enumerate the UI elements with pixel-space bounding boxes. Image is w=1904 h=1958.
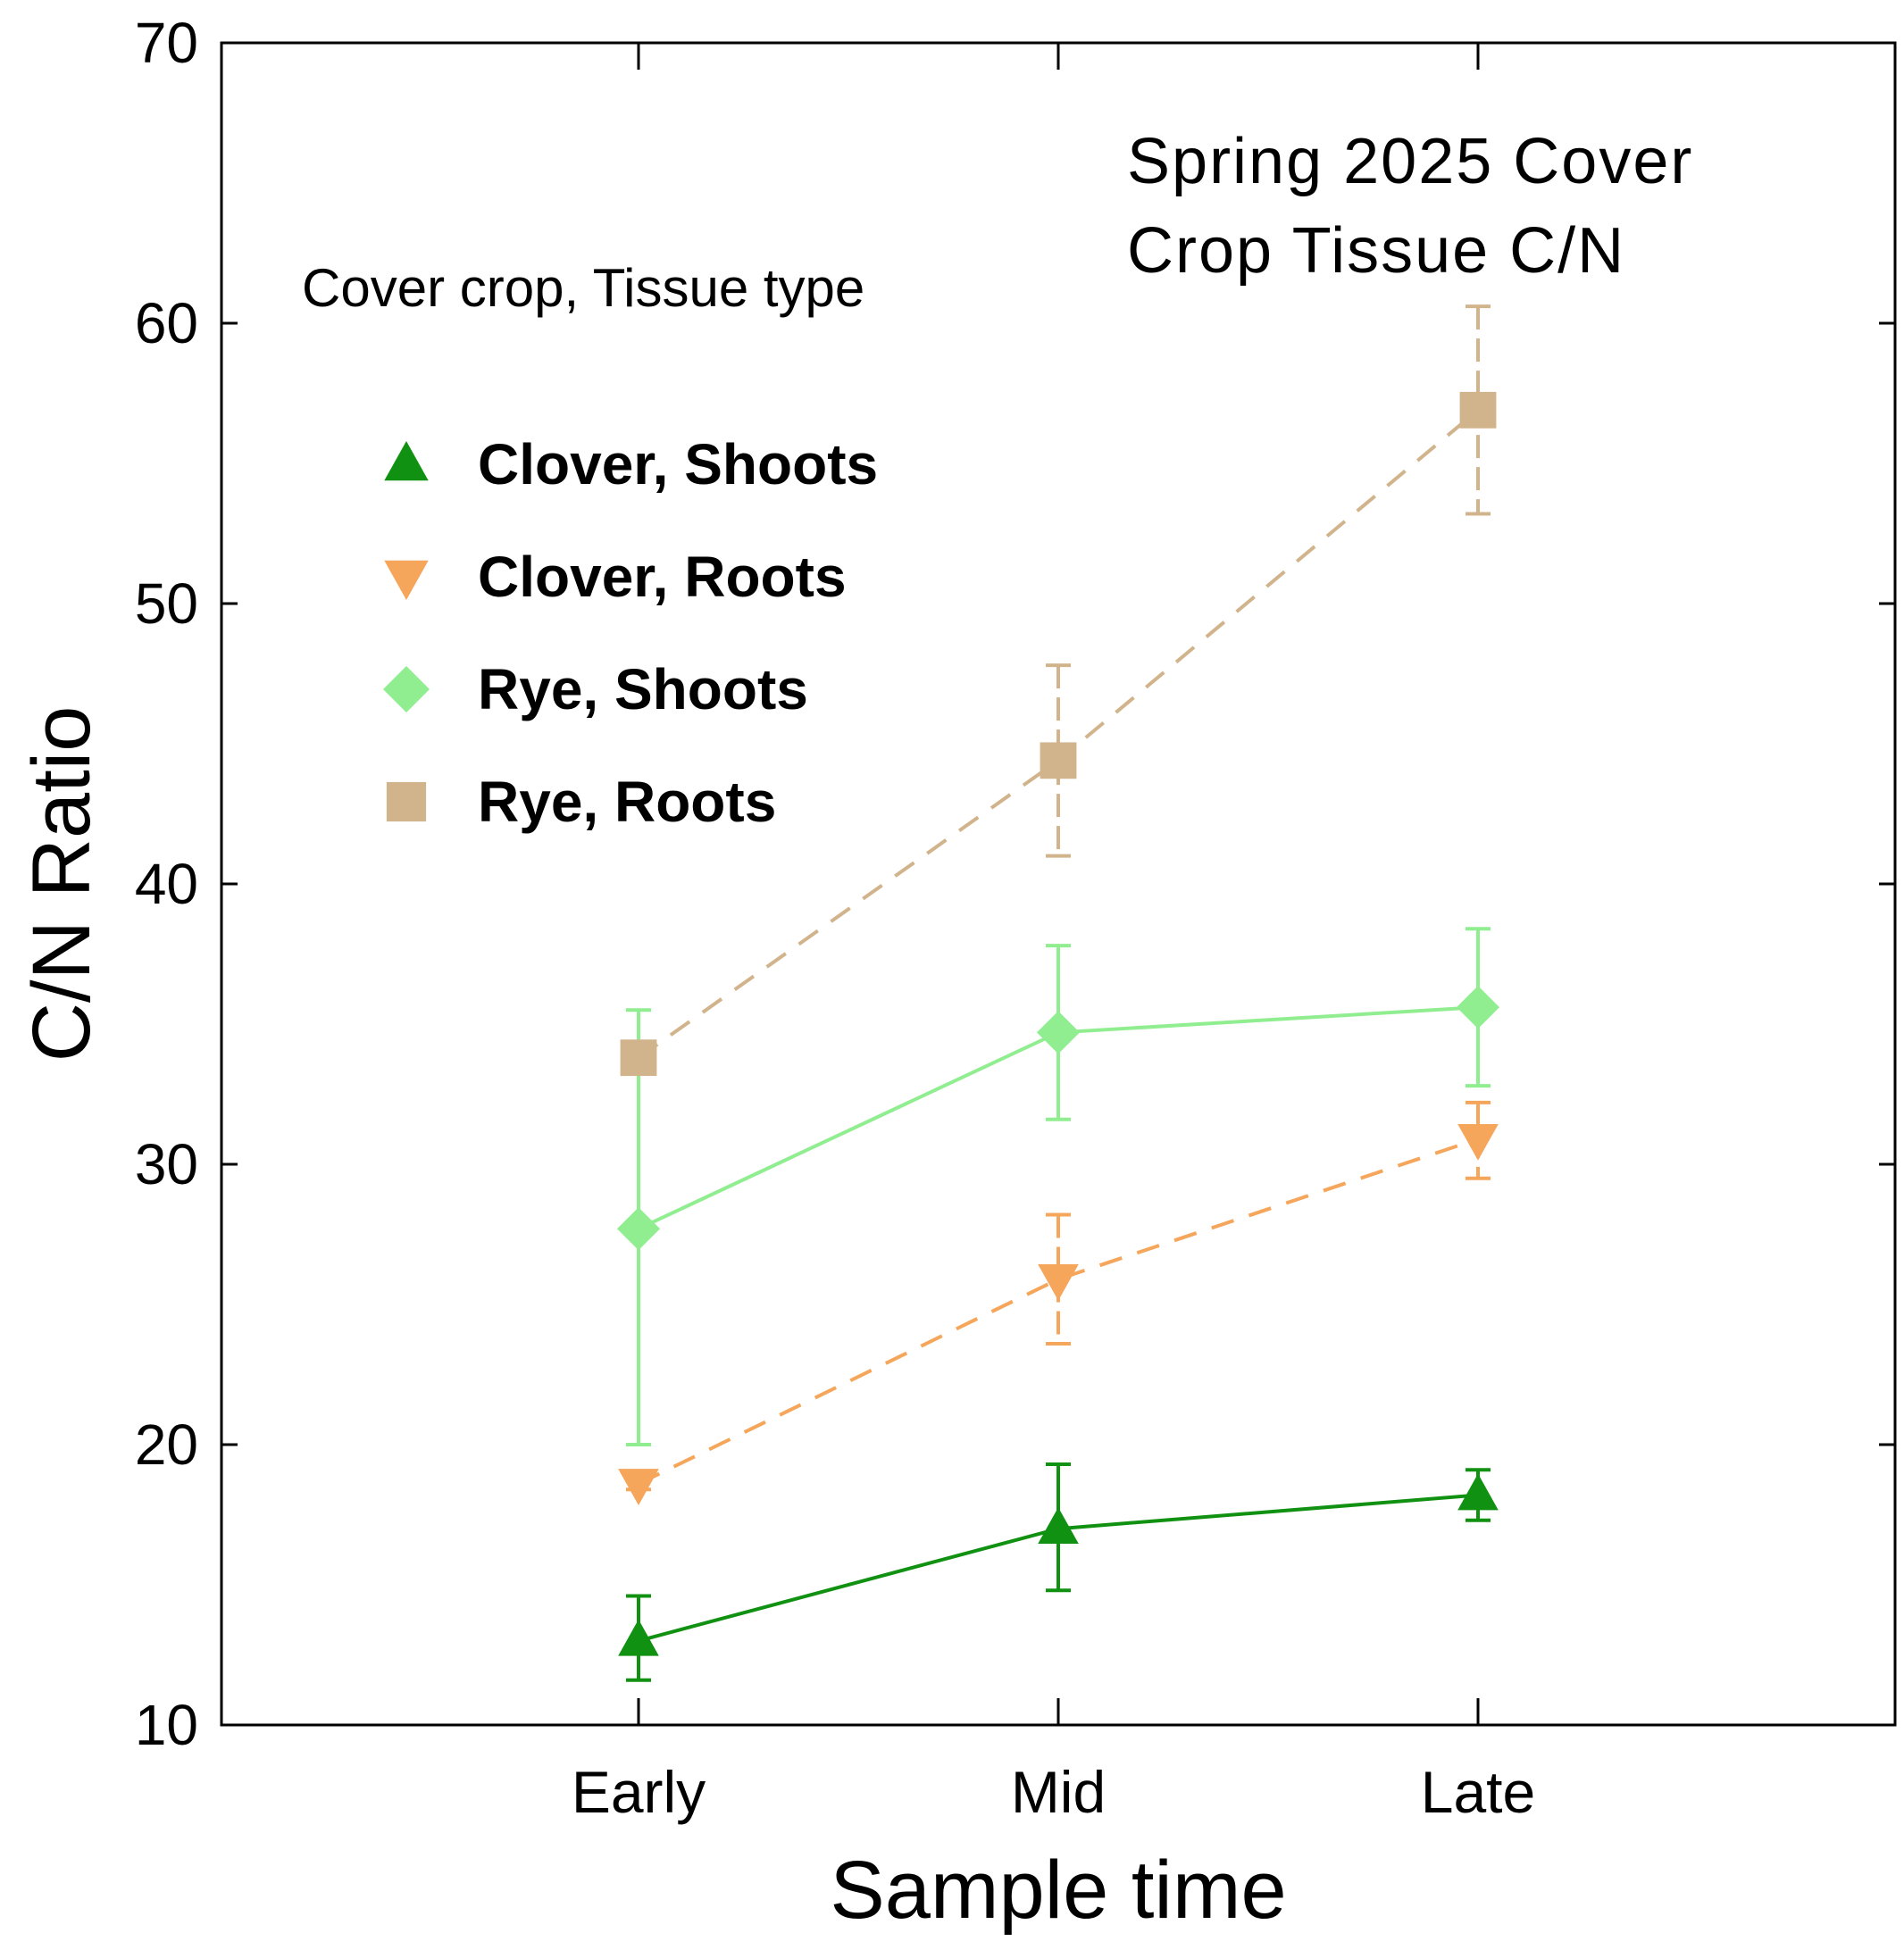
- legend-marker-clover-shoots: [384, 441, 429, 481]
- chart-title-line-2: Crop Tissue C/N: [1127, 215, 1625, 287]
- data-point-clover-shoots: [1457, 1473, 1499, 1511]
- y-tick-label: 20: [135, 1412, 198, 1477]
- error-bars: [626, 304, 1491, 1682]
- x-tick-labels: Early Mid Late: [572, 1759, 1535, 1825]
- x-tick-label-late: Late: [1421, 1759, 1535, 1825]
- legend-label-clover-roots: Clover, Roots: [478, 545, 847, 609]
- legend-marker-clover-roots: [384, 560, 429, 600]
- y-tick-label: 60: [135, 291, 198, 355]
- data-point-clover-roots: [618, 1469, 659, 1505]
- data-point-clover-shoots: [618, 1619, 659, 1656]
- legend-item-clover-shoots: Clover, Shoots: [384, 432, 878, 496]
- data-point-clover-roots: [1457, 1123, 1499, 1161]
- legend-marker-rye-roots: [386, 781, 427, 822]
- y-tick-label: 70: [135, 11, 198, 75]
- legend-marker-rye-shoots: [383, 666, 430, 712]
- data-point-rye-shoots: [1457, 986, 1499, 1029]
- data-point-rye-roots: [1459, 391, 1497, 429]
- error-bar-rye-roots: [1046, 663, 1071, 858]
- legend-label-clover-shoots: Clover, Shoots: [478, 432, 878, 496]
- data-point-rye-roots: [620, 1039, 657, 1077]
- x-tick-label-mid: Mid: [1011, 1759, 1106, 1825]
- x-tick-label-early: Early: [572, 1759, 706, 1825]
- x-axis-title: Sample time: [830, 1845, 1286, 1936]
- legend-item-rye-shoots: Rye, Shoots: [383, 657, 808, 721]
- y-tick-label: 40: [135, 852, 198, 916]
- data-point-clover-roots: [1038, 1263, 1079, 1301]
- y-tick-label: 10: [135, 1693, 198, 1757]
- legend-label-rye-roots: Rye, Roots: [478, 770, 776, 834]
- legend-item-clover-roots: Clover, Roots: [384, 545, 847, 609]
- axis-ticks: [221, 41, 1895, 1727]
- series-markers: [617, 391, 1499, 1656]
- y-tick-labels: 10 20 30 40 50 60 70: [135, 11, 198, 1757]
- data-point-clover-shoots: [1038, 1507, 1079, 1544]
- legend: Cover crop, Tissue type Clover, ShootsCl…: [302, 258, 878, 834]
- y-tick-label: 30: [135, 1132, 198, 1196]
- series-line-clover-roots: [638, 1137, 1479, 1486]
- legend-title: Cover crop, Tissue type: [302, 258, 864, 318]
- legend-items: Clover, Shoots Clover, Roots Rye, Shoots Ry…: [383, 432, 878, 834]
- legend-item-rye-roots: Rye, Roots: [386, 770, 776, 834]
- y-tick-label: 50: [135, 571, 198, 636]
- chart-title-line-1: Spring 2025 Cover: [1127, 126, 1693, 197]
- legend-label-rye-shoots: Rye, Shoots: [478, 657, 808, 721]
- y-axis-title: C/N Ratio: [16, 706, 107, 1062]
- data-point-rye-shoots: [1037, 1011, 1080, 1054]
- data-point-rye-roots: [1040, 742, 1077, 779]
- data-point-rye-shoots: [617, 1207, 660, 1251]
